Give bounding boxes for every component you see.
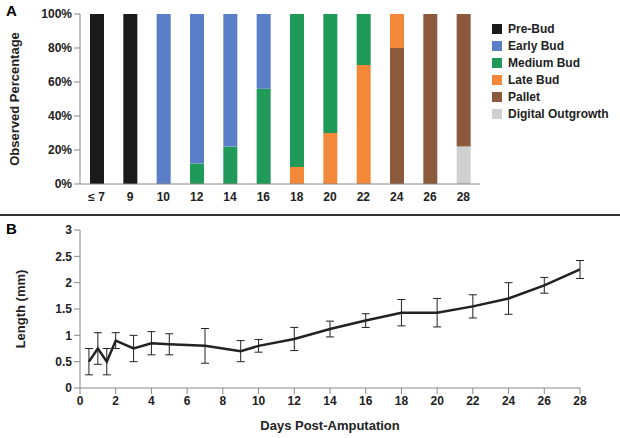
- html-text:A: A: [6, 2, 17, 19]
- svg-text:1: 1: [65, 329, 72, 343]
- svg-text:20%: 20%: [48, 143, 72, 157]
- svg-text:18: 18: [290, 190, 304, 204]
- svg-text:14: 14: [323, 394, 337, 408]
- svg-text:20: 20: [323, 190, 337, 204]
- svg-text:0.5: 0.5: [55, 355, 72, 369]
- html-text:Medium Bud: Medium Bud: [508, 56, 580, 70]
- html-text:Pre-Bud: Pre-Bud: [508, 22, 555, 36]
- svg-text:0%: 0%: [55, 177, 73, 191]
- svg-text:8: 8: [220, 394, 227, 408]
- svg-text:Length (mm): Length (mm): [13, 270, 28, 349]
- svg-text:24: 24: [390, 190, 404, 204]
- svg-text:24: 24: [502, 394, 516, 408]
- svg-text:100%: 100%: [41, 7, 72, 21]
- svg-text:28: 28: [573, 394, 587, 408]
- svg-text:80%: 80%: [48, 41, 72, 55]
- html-text:Late Bud: Late Bud: [508, 73, 560, 87]
- svg-text:2.5: 2.5: [55, 250, 72, 264]
- svg-text:9: 9: [127, 190, 134, 204]
- svg-text:26: 26: [538, 394, 552, 408]
- svg-text:60%: 60%: [48, 75, 72, 89]
- svg-text:12: 12: [288, 394, 302, 408]
- html-text:B: B: [6, 220, 17, 237]
- svg-text:Observed Percentage: Observed Percentage: [8, 32, 22, 166]
- svg-text:20: 20: [430, 394, 444, 408]
- html-text:Digital Outgrowth: Digital Outgrowth: [508, 107, 609, 121]
- svg-text:40%: 40%: [48, 109, 72, 123]
- svg-text:0: 0: [65, 381, 72, 395]
- svg-text:2: 2: [65, 276, 72, 290]
- svg-text:2: 2: [112, 394, 119, 408]
- svg-text:3: 3: [65, 223, 72, 237]
- html-text:Pallet: Pallet: [508, 90, 540, 104]
- svg-text:16: 16: [257, 190, 271, 204]
- svg-text:4: 4: [148, 394, 155, 408]
- svg-text:22: 22: [466, 394, 480, 408]
- svg-text:0: 0: [77, 394, 84, 408]
- svg-text:Days Post-Amputation: Days Post-Amputation: [260, 418, 399, 433]
- html-text:Early Bud: Early Bud: [508, 39, 564, 53]
- svg-text:22: 22: [357, 190, 371, 204]
- svg-text:1.5: 1.5: [55, 302, 72, 316]
- svg-text:14: 14: [223, 190, 237, 204]
- svg-text:28: 28: [457, 190, 471, 204]
- svg-text:6: 6: [184, 394, 191, 408]
- svg-text:26: 26: [423, 190, 437, 204]
- svg-text:12: 12: [190, 190, 204, 204]
- svg-text:≤ 7: ≤ 7: [88, 190, 105, 204]
- svg-text:10: 10: [157, 190, 171, 204]
- svg-text:10: 10: [252, 394, 266, 408]
- svg-text:18: 18: [395, 394, 409, 408]
- svg-text:16: 16: [359, 394, 373, 408]
